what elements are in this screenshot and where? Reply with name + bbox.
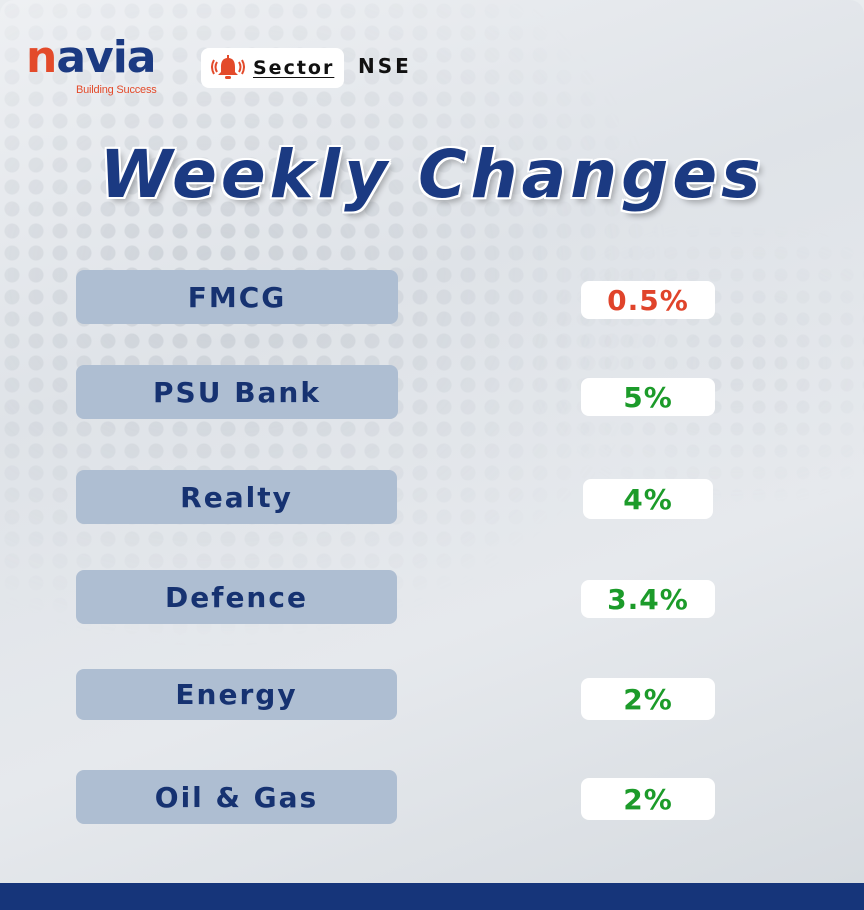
sector-name: Oil & Gas	[76, 770, 397, 824]
sector-name: Energy	[76, 669, 397, 720]
sector-name: FMCG	[76, 270, 398, 324]
exchange-label: NSE	[358, 54, 412, 78]
navia-logo: n avia Building Success	[26, 36, 166, 100]
sector-name: Realty	[76, 470, 397, 524]
logo-letter-n: n	[26, 32, 57, 83]
logo-tagline: Building Success	[76, 84, 157, 96]
change-value: 4%	[583, 479, 713, 519]
logo-letters-rest: avia	[56, 32, 156, 83]
sector-row: FMCG 0.5%	[0, 270, 864, 326]
change-value: 2%	[581, 678, 715, 720]
page-title: Weekly Changes	[99, 136, 765, 213]
sector-row: PSU Bank 5%	[0, 365, 864, 421]
change-value: 5%	[581, 378, 715, 416]
sector-name: Defence	[76, 570, 397, 624]
sector-row: Defence 3.4%	[0, 570, 864, 626]
sector-row: Energy 2%	[0, 669, 864, 725]
change-value: 2%	[581, 778, 715, 820]
change-value: 3.4%	[581, 580, 715, 618]
bell-alert-icon	[211, 54, 245, 82]
sector-label: Sector	[253, 57, 335, 79]
sector-name: PSU Bank	[76, 365, 398, 419]
footer-bar	[0, 883, 864, 910]
sector-badge: Sector	[201, 48, 344, 88]
logo-wordmark: n avia	[26, 36, 166, 80]
sector-row: Oil & Gas 2%	[0, 770, 864, 826]
sector-row: Realty 4%	[0, 470, 864, 526]
change-value: 0.5%	[581, 281, 715, 319]
